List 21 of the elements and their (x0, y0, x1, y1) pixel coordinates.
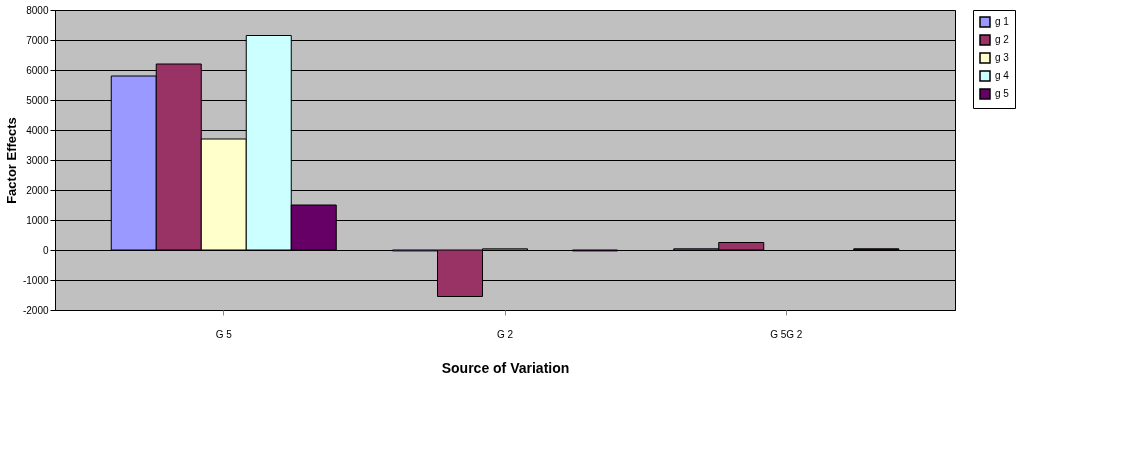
y-tick-label: 5000 (26, 94, 49, 106)
legend-label: g 5 (995, 88, 1010, 99)
y-tick-label: 7000 (26, 34, 49, 46)
x-tick-label: G 5 (215, 328, 233, 340)
x-axis-title: Source of Variation (441, 359, 570, 376)
y-tick-label: 0 (42, 244, 49, 256)
y-tick-label: 2000 (26, 184, 49, 196)
y-tick-label: 1000 (26, 214, 49, 226)
y-axis-title: Factor Effects (3, 117, 19, 204)
y-tick-label: -2000 (22, 304, 49, 316)
y-tick-label: 4000 (26, 124, 49, 136)
legend-label: g 2 (995, 34, 1010, 45)
y-tick-label: -1000 (22, 274, 49, 286)
y-tick-label: 8000 (26, 4, 49, 16)
x-tick-label: G 5G 2 (770, 328, 803, 340)
legend-label: g 3 (995, 52, 1010, 63)
y-tick-label: 6000 (26, 64, 49, 76)
y-tick-label: 3000 (26, 154, 49, 166)
x-tick-label: G 2 (496, 328, 514, 340)
legend-label: g 1 (995, 16, 1010, 27)
legend-label: g 4 (995, 70, 1010, 81)
